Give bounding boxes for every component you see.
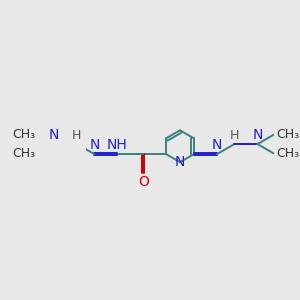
Text: N: N	[89, 138, 100, 152]
Text: CH₃: CH₃	[12, 147, 36, 160]
Text: O: O	[138, 175, 149, 189]
Text: CH₃: CH₃	[276, 128, 299, 141]
Text: H: H	[230, 129, 239, 142]
Text: NH: NH	[107, 138, 128, 152]
Text: N: N	[212, 138, 222, 152]
Text: N: N	[252, 128, 263, 142]
Text: N: N	[49, 128, 59, 142]
Text: CH₃: CH₃	[276, 147, 299, 160]
Text: H: H	[72, 129, 82, 142]
Text: CH₃: CH₃	[12, 128, 36, 141]
Text: N: N	[175, 155, 185, 169]
